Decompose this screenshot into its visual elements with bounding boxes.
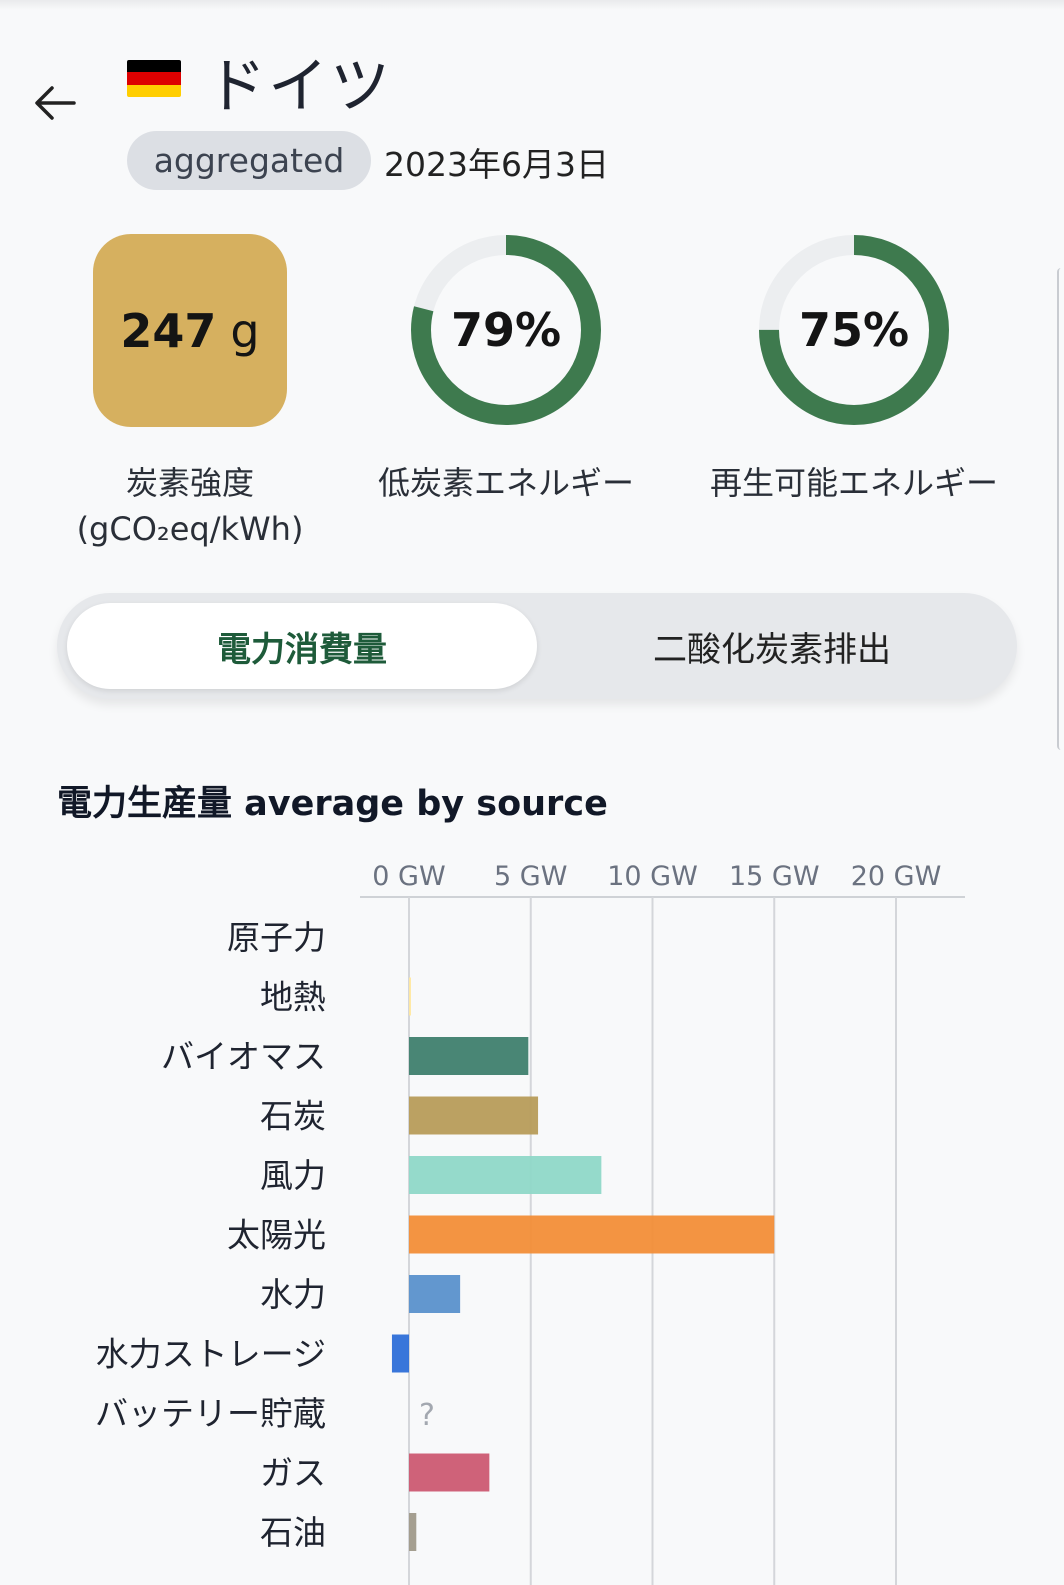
bar [409, 1215, 775, 1254]
bar [409, 1275, 461, 1313]
renewable-percent: 75% [798, 303, 910, 357]
category-label: 水力 [260, 1275, 326, 1314]
category-label: 水力ストレージ [96, 1335, 326, 1374]
bar [409, 1156, 602, 1194]
bar [409, 977, 411, 1016]
production-bar-chart: 0 GW 5 GW 10 GW 15 GW 20 GW 原子力地熱バイオマス石炭風力太陽光… [95, 861, 965, 1585]
bar [409, 1453, 490, 1492]
date-label: 2023年6月3日 [384, 145, 609, 184]
x-tick-label: 5 GW [494, 861, 567, 892]
carbon-intensity-unit-label: (gCO₂eq/kWh) [76, 510, 304, 548]
tab-consumption[interactable]: 電力消費量 [67, 603, 537, 689]
section-title: 電力生産量 average by source [57, 784, 608, 824]
category-label: 原子力 [227, 918, 326, 957]
edge-scroll-indicator [1057, 268, 1064, 750]
bar [391, 1334, 409, 1373]
category-label: 風力 [260, 1156, 326, 1195]
low-carbon-ring-arc [411, 235, 601, 425]
view-toggle: 電力消費量 二酸化炭素排出 [57, 593, 1017, 699]
bar [409, 1513, 417, 1551]
carbon-intensity-label: 炭素強度 [125, 464, 254, 502]
low-carbon-ring: 79% [408, 232, 604, 428]
carbon-intensity-unit: g [230, 303, 260, 358]
arrow-left-icon [35, 86, 76, 120]
category-label: バッテリー貯蔵 [95, 1394, 326, 1433]
back-button[interactable] [30, 80, 80, 126]
renewable-label: 再生可能エネルギー [709, 464, 998, 502]
category-label: バイオマス [161, 1037, 326, 1076]
low-carbon-percent: 79% [450, 303, 562, 357]
category-label: 石炭 [260, 1097, 326, 1136]
bar [409, 1096, 539, 1135]
page-title: ドイツ [206, 52, 392, 122]
x-tick-label: 10 GW [607, 861, 698, 892]
low-carbon-label: 低炭素エネルギー [377, 464, 634, 502]
bar [409, 1037, 529, 1075]
category-label: 地熱 [260, 978, 326, 1017]
tab-emissions[interactable]: 二酸化炭素排出 [653, 629, 891, 670]
renewable-ring: 75% [756, 232, 952, 428]
x-tick-label: 0 GW [372, 861, 445, 892]
category-label: 太陽光 [227, 1216, 326, 1255]
carbon-intensity-value: 247 [120, 303, 217, 358]
renewable-ring-arc [759, 235, 949, 425]
category-label: ガス [260, 1454, 326, 1493]
category-label: 石油 [260, 1513, 326, 1552]
status-badge: aggregated [127, 131, 371, 190]
germany-flag-icon [127, 60, 181, 97]
status-shadow [0, 0, 1064, 10]
missing-value-label: ? [419, 1398, 435, 1433]
carbon-intensity-box: 247 g [93, 234, 287, 427]
x-tick-label: 15 GW [729, 861, 820, 892]
x-tick-label: 20 GW [851, 861, 942, 892]
